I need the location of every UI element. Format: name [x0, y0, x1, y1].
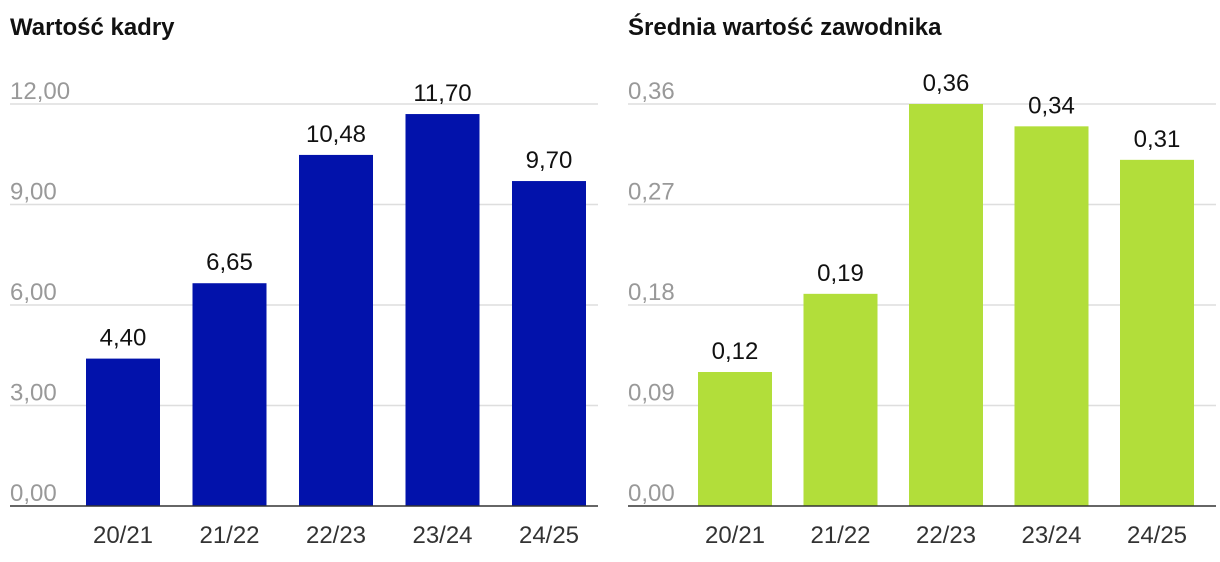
- bar-value-label: 0,19: [817, 260, 864, 287]
- bar-value-label: 0,31: [1134, 126, 1181, 153]
- y-tick-label: 0,00: [628, 480, 675, 507]
- bar-value-label: 6,65: [206, 249, 253, 276]
- y-tick-label: 3,00: [10, 380, 57, 407]
- y-tick-label: 0,36: [628, 78, 675, 105]
- bar: [909, 104, 983, 506]
- y-tick-label: 9,00: [10, 179, 57, 206]
- x-tick-label: 21/22: [199, 522, 259, 549]
- bar: [1014, 126, 1089, 506]
- y-tick-label: 0,18: [628, 279, 675, 306]
- y-tick-label: 0,27: [628, 179, 675, 206]
- x-tick-label: 22/23: [916, 522, 976, 549]
- bar: [698, 372, 772, 506]
- x-tick-label: 24/25: [1127, 522, 1187, 549]
- bar: [86, 358, 160, 506]
- x-tick-label: 22/23: [306, 522, 366, 549]
- bar: [803, 293, 878, 506]
- y-tick-label: 0,09: [628, 380, 675, 407]
- x-tick-label: 23/24: [1021, 522, 1081, 549]
- x-tick-label: 20/21: [93, 522, 153, 549]
- chart-panel-avg-player-value: Średnia wartość zawodnika 0,00 0,09 0,18 0,…: [618, 0, 1220, 562]
- bar-chart-squad-value: 0,00 3,00 6,00 9,00 12,00 4,40 20/21 6,65 21/22 1…: [10, 78, 598, 549]
- bar: [405, 114, 480, 507]
- bar-value-label: 11,70: [413, 80, 471, 107]
- chart-title: Średnia wartość zawodnika: [628, 14, 942, 41]
- x-tick-label: 20/21: [705, 522, 765, 549]
- bar-value-label: 0,12: [712, 338, 759, 365]
- bar: [1120, 159, 1194, 507]
- x-tick-label: 23/24: [412, 522, 472, 549]
- bar-value-label: 10,48: [306, 121, 366, 148]
- bar-value-label: 9,70: [526, 147, 573, 174]
- y-tick-label: 0,00: [10, 480, 57, 507]
- y-tick-label: 12,00: [10, 78, 70, 105]
- chart-panel-squad-value: Wartość kadry 0,00 3,00 6,00 9,00 12,00 4,40 2…: [0, 0, 600, 562]
- bar-value-label: 4,40: [100, 325, 147, 352]
- bar-chart-avg-player-value: 0,00 0,09 0,18 0,27 0,36 0,12 20/21 0,19 21/22 0,…: [628, 70, 1216, 549]
- chart-title: Wartość kadry: [10, 14, 175, 41]
- bar-value-label: 0,36: [923, 70, 970, 97]
- bar: [192, 283, 267, 506]
- y-tick-label: 6,00: [10, 279, 57, 306]
- x-tick-label: 24/25: [519, 522, 579, 549]
- bar: [512, 181, 586, 507]
- x-tick-label: 21/22: [810, 522, 870, 549]
- bar-value-label: 0,34: [1028, 92, 1075, 119]
- bar: [299, 154, 373, 507]
